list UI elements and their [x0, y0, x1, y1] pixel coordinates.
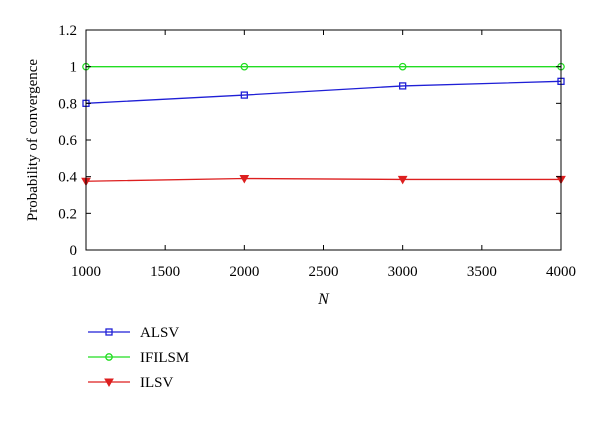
y-tick-label: 0.8	[58, 96, 77, 112]
x-tick-label: 1000	[71, 264, 101, 280]
plot-frame	[85, 29, 562, 251]
legend-marker	[104, 378, 114, 388]
legend-marker	[105, 328, 113, 336]
y-tick-label: 1.2	[58, 23, 77, 39]
legend-item: ILSV	[88, 375, 174, 391]
x-tick-label: 4000	[546, 264, 576, 280]
legend-label: IFILSM	[140, 350, 189, 366]
series-ifilsm	[82, 62, 565, 71]
series-line	[85, 177, 561, 182]
data-point	[240, 62, 249, 71]
data-point	[240, 91, 248, 99]
y-tick-label: 0.2	[58, 206, 77, 222]
legend-label: ILSV	[140, 375, 174, 391]
x-tick-label: 2500	[309, 264, 339, 280]
x-tick-label: 1500	[150, 264, 180, 280]
data-point	[399, 82, 407, 90]
legend-item: IFILSM	[88, 350, 189, 366]
y-tick-label: 0.4	[58, 170, 77, 186]
x-tick-label: 2000	[229, 264, 259, 280]
series-ilsv	[81, 175, 566, 187]
y-tick-label: 0.6	[58, 133, 77, 149]
legend-label: ALSV	[140, 325, 179, 341]
y-axis-label: Probability of convergence	[25, 59, 41, 222]
x-tick-label: 3000	[388, 264, 418, 280]
y-tick-label: 0	[70, 243, 78, 259]
data-point	[397, 175, 408, 185]
series-alsv	[82, 77, 565, 107]
data-point	[398, 62, 407, 71]
data-point	[239, 175, 250, 184]
x-axis-label: N	[317, 291, 330, 308]
x-tick-label: 3500	[467, 264, 497, 280]
y-tick-label: 1	[70, 60, 78, 76]
legend-marker	[105, 353, 113, 361]
legend-item: ALSV	[88, 325, 179, 341]
series-line	[85, 80, 562, 104]
